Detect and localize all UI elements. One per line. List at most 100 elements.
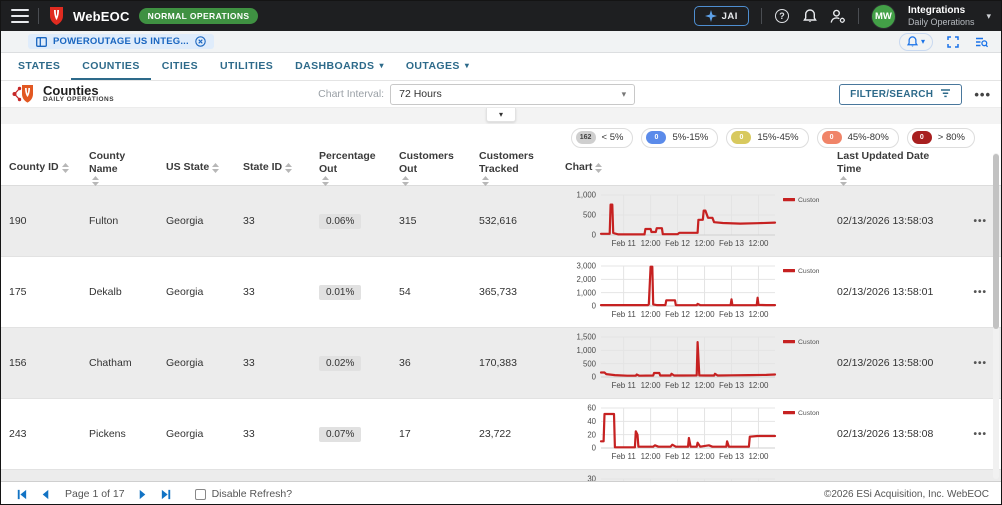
row-more-menu-icon[interactable]: ••• [973,357,987,369]
outage-legend: 162 < 5% 0 5%-15% 0 15%-45% 0 45%-80% 0 > 80% [1,124,1001,151]
sort-icon [322,176,329,187]
list-search-icon[interactable] [973,34,989,50]
page-subtitle: DAILY OPERATIONS [43,96,115,104]
svg-text:0: 0 [592,302,597,311]
column-header-last_updated[interactable]: Last Updated Date Time [829,150,951,187]
board-tab-poweroutage[interactable]: POWEROUTAGE US INTEG... [28,34,214,49]
cell-percentage_out: 0.06% [311,213,391,229]
column-header-state_id[interactable]: State ID [235,161,311,174]
board-notifications-menu[interactable]: ▾ [898,32,933,51]
table-row: 156 Chatham Georgia 33 0.02% 36 170,383 Feb 11 1… [1,328,1001,399]
app-title: WebEOC [73,8,130,24]
svg-text:60: 60 [587,404,596,413]
column-header-county_name[interactable]: County Name [81,150,158,187]
chart-interval-select[interactable]: 72 Hours ▾ [390,83,636,105]
table-header-row: County ID County Name US State State ID Perc… [1,150,1001,187]
table-row: 175 Dekalb Georgia 33 0.01% 54 365,733 Feb 11 12… [1,257,1001,328]
collapse-toggle-button[interactable]: ▾ [486,108,516,122]
cell-state_id: 33 [243,428,255,440]
svg-text:Feb 11: Feb 11 [611,239,636,248]
tab-utilities[interactable]: UTILITIES [219,59,274,72]
cell-customers_tracked: 23,722 [479,428,512,440]
legend-count-badge: 0 [911,131,932,144]
svg-text:12:00: 12:00 [748,381,769,390]
svg-text:Customers Out: Customers Out [798,410,819,417]
tab-dashboards[interactable]: DASHBOARDS ▾ [295,59,384,72]
tab-counties[interactable]: COUNTIES [71,53,151,80]
legend-range-label: > 80% [937,132,965,143]
fullscreen-icon[interactable] [945,34,961,50]
column-header-county_id[interactable]: County ID [1,161,81,174]
board-more-menu-icon[interactable]: ••• [974,86,991,102]
row-more-menu-icon[interactable]: ••• [973,428,987,440]
column-header-percentage_out[interactable]: Percentage Out [311,150,391,187]
tab-cities[interactable]: CITIES [161,59,198,72]
tab-outages[interactable]: OUTAGES ▾ [405,59,470,72]
legend-range-label: 5%-15% [672,132,709,143]
column-header-us_state[interactable]: US State [158,161,235,174]
board-window-icon [36,36,47,47]
svg-text:1,000: 1,000 [576,346,596,355]
cell-county_id: 175 [9,286,27,298]
sort-icon [61,163,69,173]
legend-range-label: < 5% [601,132,624,143]
legend-pill-1[interactable]: 0 5%-15% [641,127,719,148]
svg-text:1,000: 1,000 [576,191,596,200]
user-menu-caret-icon[interactable]: ▾ [986,10,991,21]
table-body: 190 Fulton Georgia 33 0.06% 315 532,616 Feb 11 1… [1,186,1001,481]
cell-actions: ••• [951,429,1001,440]
first-page-button[interactable] [13,486,29,502]
user-settings-icon[interactable] [830,8,846,24]
svg-text:12:00: 12:00 [748,310,769,319]
help-icon[interactable]: ? [774,8,790,24]
cell-last_updated: 02/13/2026 13:58:03 [837,215,934,227]
user-avatar[interactable]: MW [870,3,896,29]
column-header-chart[interactable]: Chart [557,161,829,174]
legend-count-badge: 0 [731,131,752,144]
column-header-customers_tracked[interactable]: Customers Tracked [471,150,557,187]
board-header: Counties DAILY OPERATIONS Chart Interval… [1,81,1001,108]
row-more-menu-icon[interactable]: ••• [973,286,987,298]
customers-out-sparkline: Feb 11 12:00 Feb 12 12:00 Feb 13 12:000204060… [587,404,844,461]
filter-search-button[interactable]: FILTER/SEARCH [839,83,963,105]
table-row: 243 Pickens Georgia 33 0.07% 17 23,722 Feb 11 12… [1,399,1001,470]
cell-state_id: 33 [243,215,255,227]
row-more-menu-icon[interactable]: ••• [973,215,987,227]
webeoc-shield-logo-icon [48,7,64,25]
legend-pill-0[interactable]: 162 < 5% [570,127,634,148]
legend-pill-2[interactable]: 0 15%-45% [726,127,809,148]
tab-states[interactable]: STATES [18,59,61,72]
vertical-scrollbar-thumb[interactable] [993,154,999,329]
last-page-button[interactable] [159,486,175,502]
page-indicator: Page 1 of 17 [65,488,125,500]
svg-text:12:00: 12:00 [695,239,716,248]
cell-us_state: Georgia [166,357,204,369]
status-badge: NORMAL OPERATIONS [138,8,259,24]
svg-text:3,000: 3,000 [576,262,596,271]
notifications-bell-icon[interactable] [802,8,818,24]
jai-button[interactable]: JAI [693,6,749,26]
column-header-customers_out[interactable]: Customers Out [391,150,471,187]
menu-icon[interactable] [11,9,29,23]
next-page-button[interactable] [135,486,151,502]
svg-text:Feb 13: Feb 13 [719,452,744,461]
svg-text:Feb 13: Feb 13 [719,310,744,319]
svg-text:Customers Out: Customers Out [798,339,819,346]
legend-pill-3[interactable]: 0 45%-80% [816,127,899,148]
filter-funnel-icon [941,89,951,98]
cell-percentage_out: 0.02% [311,355,391,371]
svg-text:Feb 13: Feb 13 [719,239,744,248]
previous-page-button[interactable] [37,486,53,502]
svg-text:Customers Out: Customers Out [798,197,819,204]
sort-icon [595,163,603,173]
legend-count-badge: 0 [821,131,842,144]
customers-out-sparkline: Feb 11 12:00 Feb 12 12:00 Feb 13 12:0005001,0… [576,333,843,390]
close-icon[interactable] [195,36,206,47]
legend-pill-4[interactable]: 0 > 80% [906,127,975,148]
board-tab-bar: POWEROUTAGE US INTEG... ▾ [1,31,1001,53]
sort-icon [92,176,99,187]
filter-collapse-strip: ▾ [1,108,1001,124]
user-role-label: Daily Operations [907,16,975,27]
disable-refresh-checkbox[interactable] [194,488,206,500]
